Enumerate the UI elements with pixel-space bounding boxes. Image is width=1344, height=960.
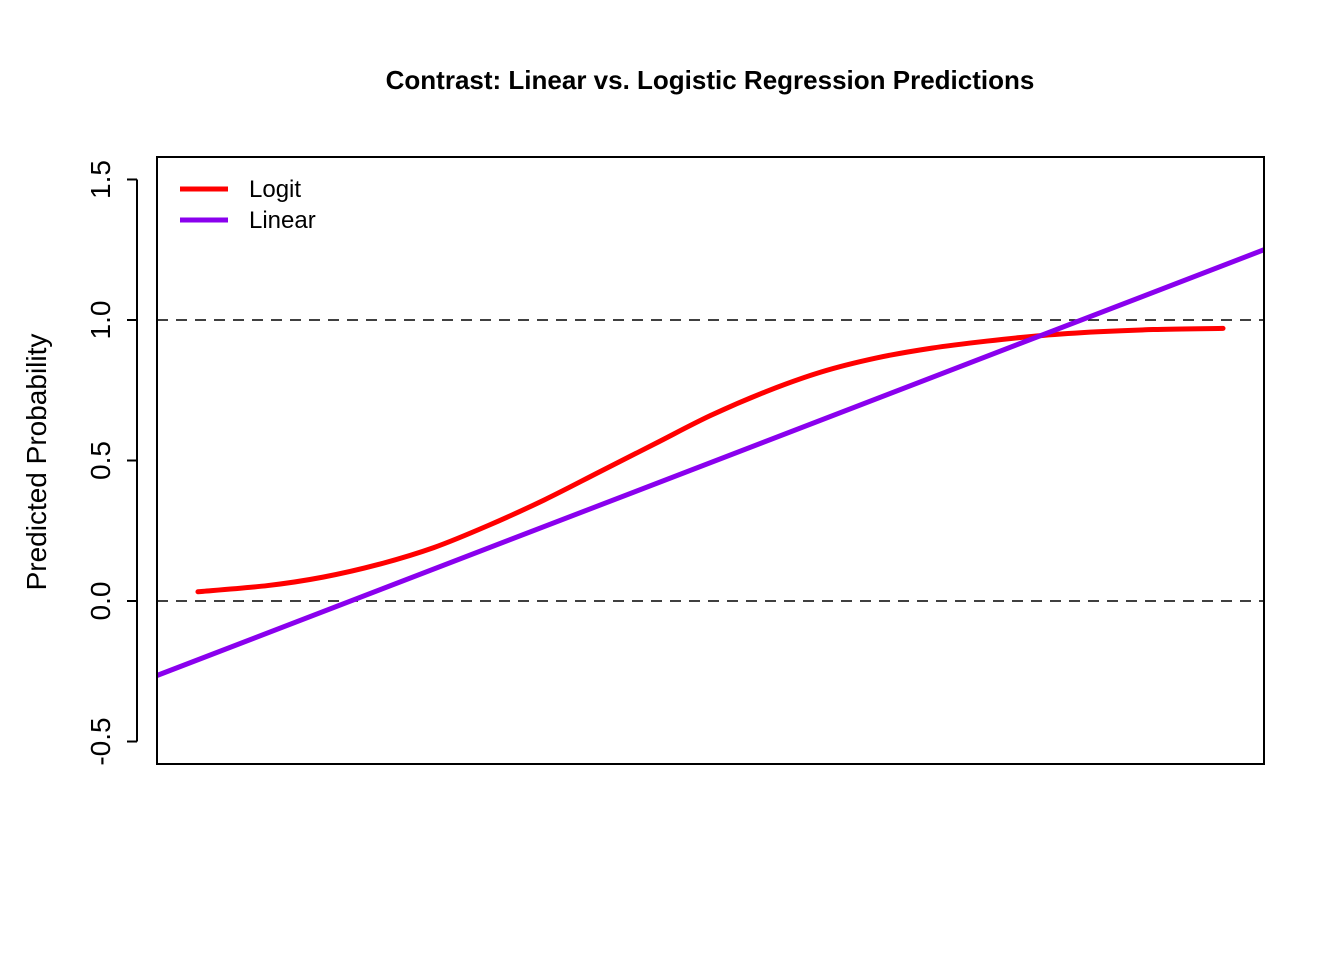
series-line-linear [157, 247, 1264, 678]
series-layer [157, 247, 1264, 678]
legend-label: Linear [249, 207, 316, 234]
legend-label: Logit [249, 176, 301, 203]
legend: Logit Linear [180, 176, 316, 234]
plot-frame [156, 156, 1265, 765]
chart-title: Contrast: Linear vs. Logistic Regression… [386, 65, 1035, 95]
y-axis: -0.5 0.0 0.5 1.0 1.5 [85, 160, 138, 766]
y-axis-label: Predicted Probability [21, 334, 52, 591]
y-tick-label: 0.0 [85, 582, 116, 621]
y-tick-label: 1.0 [85, 301, 116, 340]
y-tick-label: 0.5 [85, 441, 116, 480]
y-tick-label: 1.5 [85, 160, 116, 199]
y-tick-label: -0.5 [85, 717, 116, 765]
